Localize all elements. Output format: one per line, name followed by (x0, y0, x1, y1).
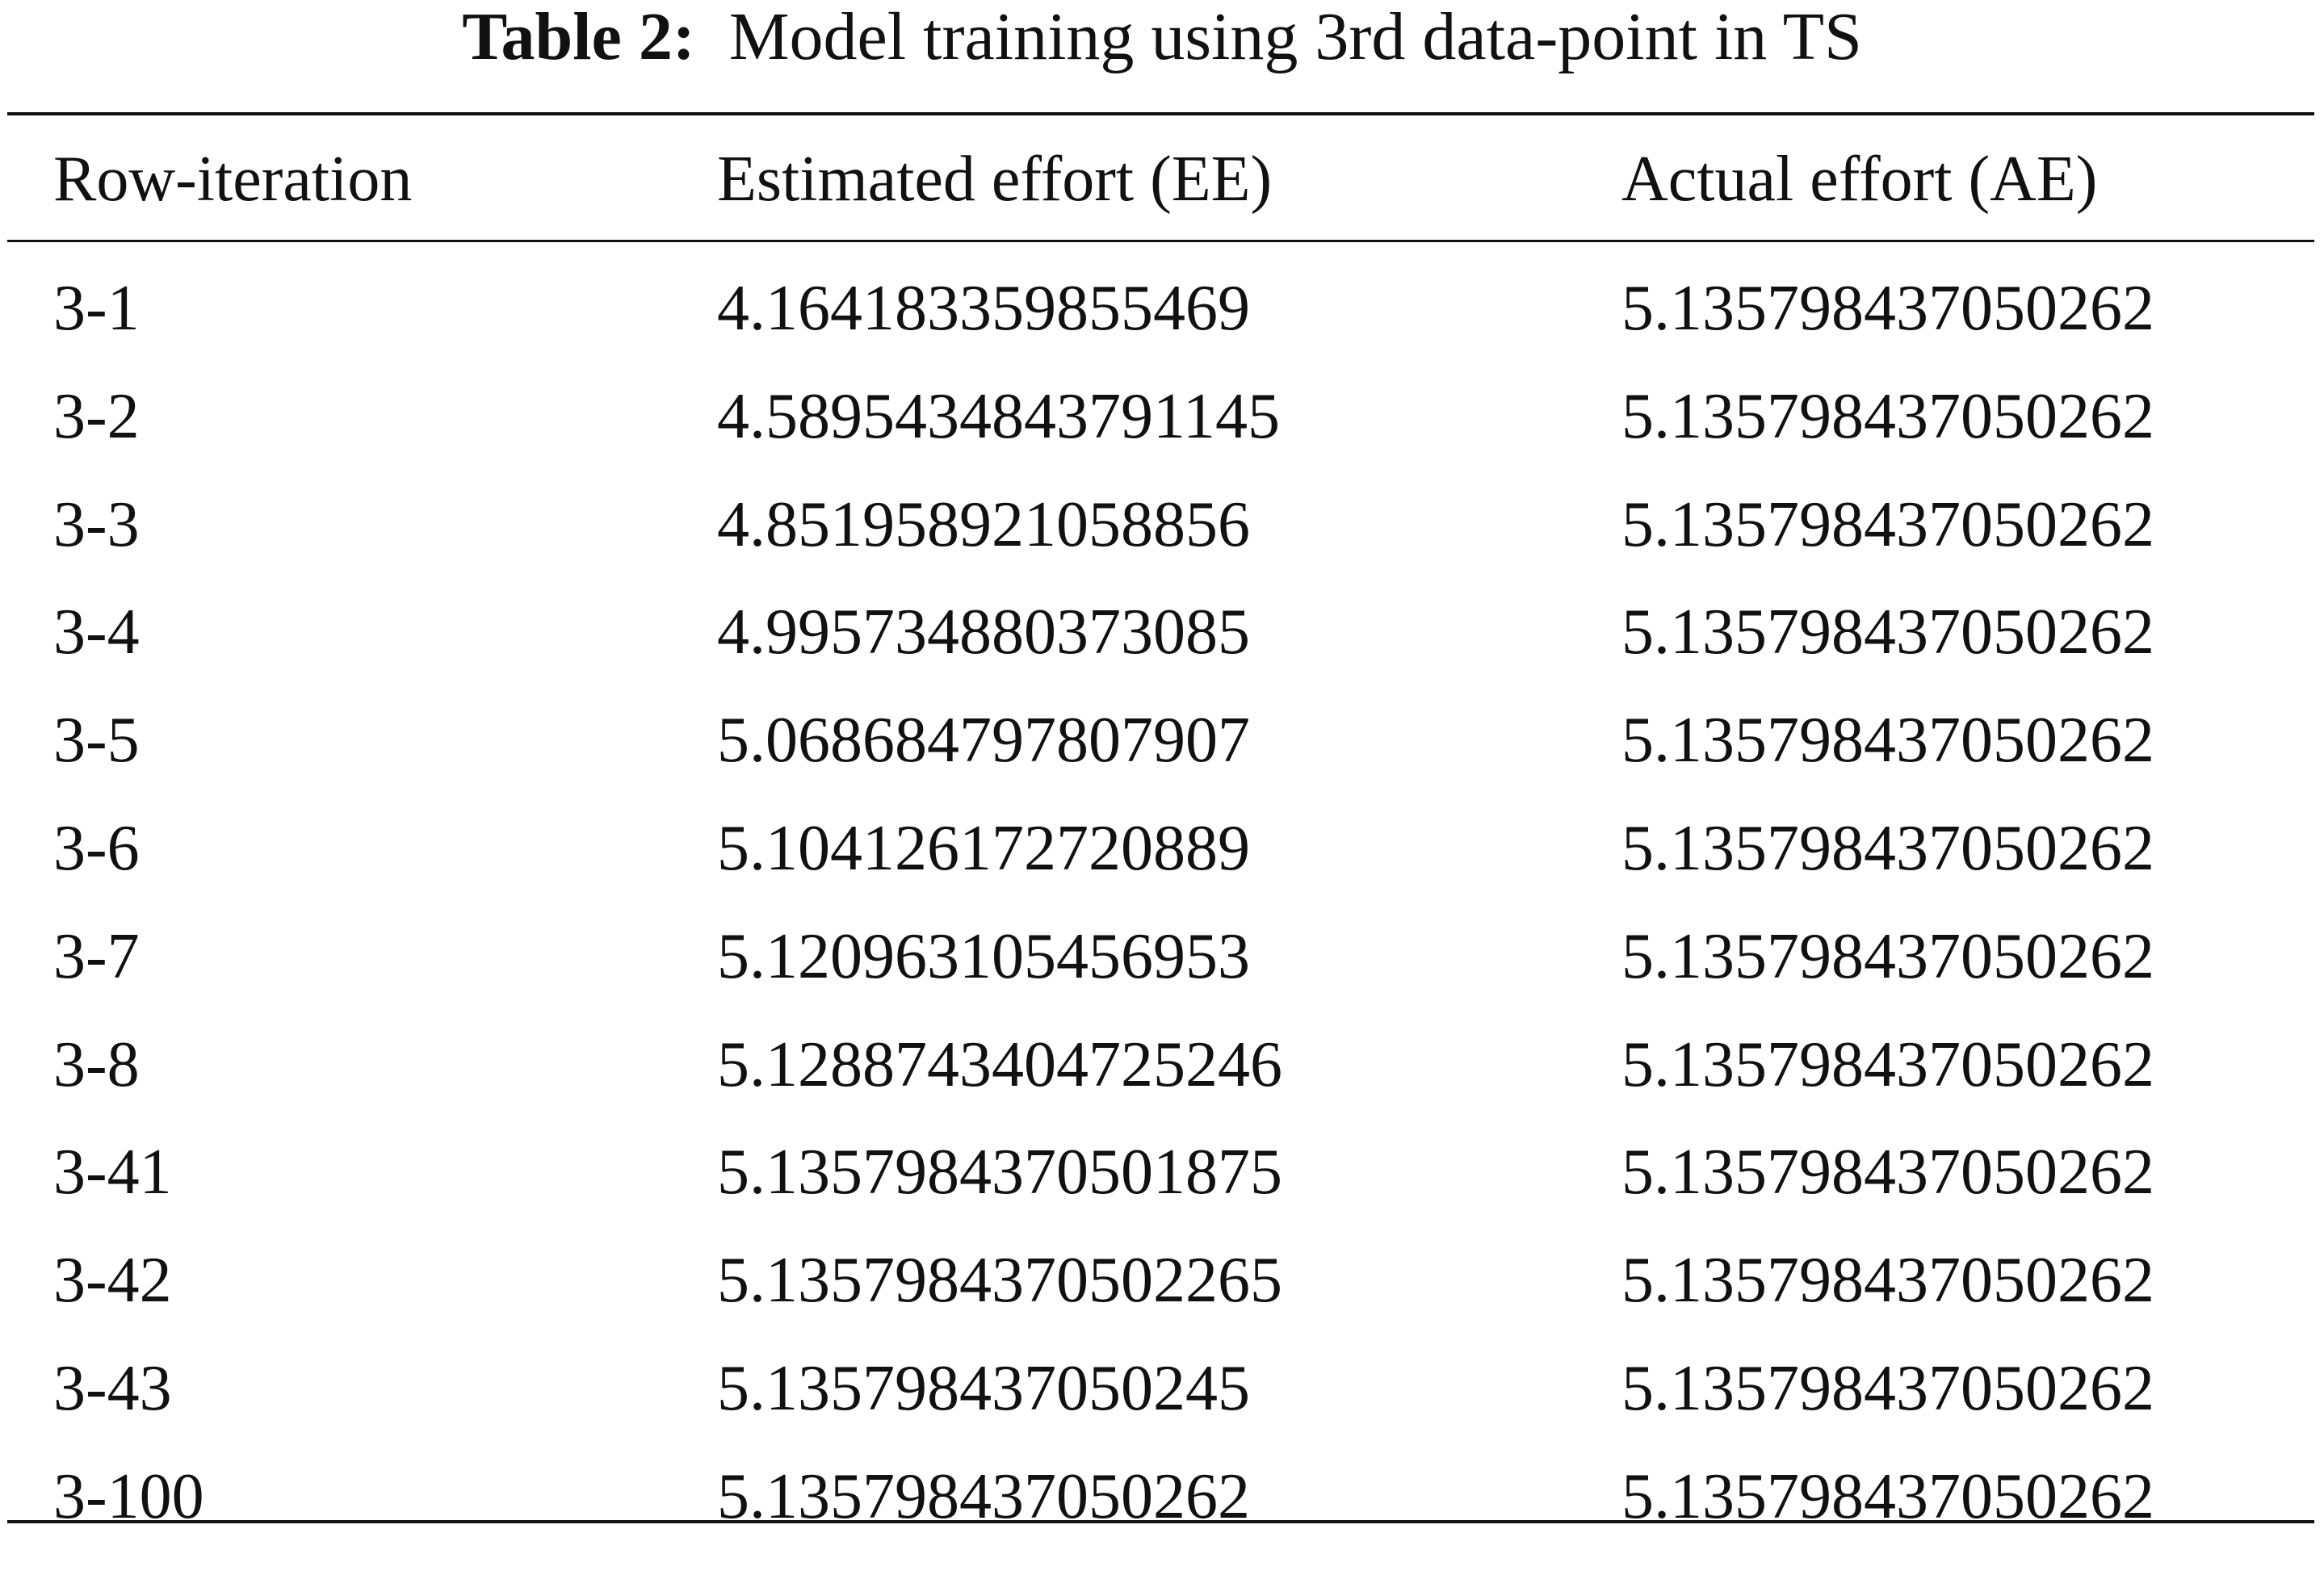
table-cell: 5.068684797807907 (717, 705, 1250, 777)
table-cell: 5.135798437050262 (717, 1460, 1250, 1532)
table-cell: 5.135798437050262 (1621, 920, 2154, 992)
table-cell: 5.120963105456953 (717, 920, 1250, 992)
table-cell: 3-4 (53, 597, 140, 668)
header-cell: Estimated effort (EE) (717, 144, 1273, 215)
table-cell: 5.135798437050262 (1621, 1028, 2154, 1100)
table-cell: 3-7 (53, 920, 140, 992)
table-cell: 5.135798437050262 (1621, 380, 2154, 452)
table-cell: 3-3 (53, 488, 140, 560)
header-cell: Actual effort (AE) (1621, 144, 2098, 215)
table-cell: 5.135798437050262 (1621, 1353, 2154, 1424)
caption-text: Model training using 3rd data-point in T… (728, 0, 1862, 74)
table-cell: 5.135798437050262 (1621, 705, 2154, 777)
header-cell: Row-iteration (53, 144, 413, 215)
table-cell: 3-41 (53, 1137, 172, 1208)
table-cell: 5.135798437050262 (1621, 597, 2154, 668)
table-cell: 3-100 (53, 1460, 204, 1532)
table-cell: 4.851958921058856 (717, 488, 1250, 560)
table-cell: 5.135798437050262 (1621, 488, 2154, 560)
table-caption: Table 2: Model training using 3rd data-p… (0, 0, 2324, 74)
table-cell: 4.995734880373085 (717, 597, 1250, 668)
header-rule (7, 240, 2314, 242)
table-cell: 5.1357984370501875 (717, 1137, 1282, 1208)
caption-label: Table 2: (462, 0, 695, 74)
table-cell: 3-8 (53, 1028, 140, 1100)
table-cell: 3-1 (53, 273, 140, 344)
table-cell: 4.164183359855469 (717, 273, 1250, 344)
bottom-rule (7, 1520, 2314, 1523)
top-rule (7, 112, 2314, 115)
table-cell: 5.135798437050262 (1621, 813, 2154, 884)
table-cell: 3-5 (53, 705, 140, 777)
table-cell: 5.1288743404725246 (717, 1028, 1282, 1100)
table-cell: 5.1357984370502265 (717, 1245, 1282, 1317)
table-cell: 5.135798437050262 (1621, 1245, 2154, 1317)
table-cell: 5.135798437050262 (1621, 1460, 2154, 1532)
table-cell: 3-6 (53, 813, 140, 884)
table-cell: 5.135798437050245 (717, 1353, 1250, 1424)
table-cell: 5.135798437050262 (1621, 273, 2154, 344)
table-cell: 3-42 (53, 1245, 172, 1317)
table-cell: 3-43 (53, 1353, 172, 1424)
table-cell: 3-2 (53, 380, 140, 452)
table-cell: 4.5895434843791145 (717, 380, 1281, 452)
table-cell: 5.135798437050262 (1621, 1137, 2154, 1208)
table-cell: 5.104126172720889 (717, 813, 1250, 884)
